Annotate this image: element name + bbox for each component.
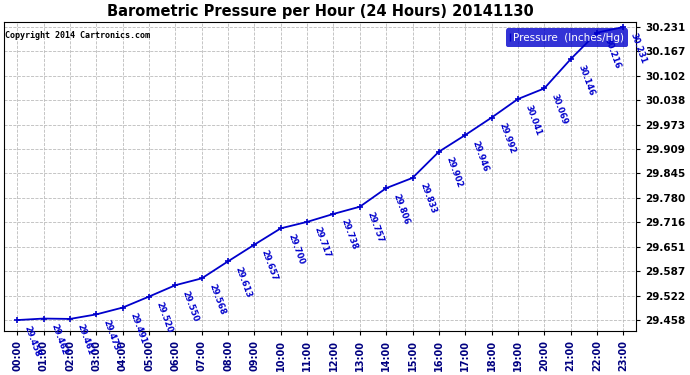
Text: Copyright 2014 Cartronics.com: Copyright 2014 Cartronics.com bbox=[6, 31, 150, 40]
Text: 29.550: 29.550 bbox=[181, 290, 201, 323]
Text: 29.902: 29.902 bbox=[444, 156, 464, 189]
Text: 29.458: 29.458 bbox=[23, 324, 42, 358]
Text: 30.216: 30.216 bbox=[602, 37, 622, 70]
Text: 29.568: 29.568 bbox=[207, 282, 227, 316]
Text: 29.738: 29.738 bbox=[339, 218, 359, 251]
Text: 29.462: 29.462 bbox=[49, 323, 69, 356]
Text: 29.806: 29.806 bbox=[392, 192, 411, 226]
Text: 29.613: 29.613 bbox=[234, 266, 253, 299]
Text: 29.473: 29.473 bbox=[102, 318, 121, 352]
Legend: Pressure  (Inches/Hg): Pressure (Inches/Hg) bbox=[506, 28, 628, 47]
Text: 29.491: 29.491 bbox=[128, 312, 148, 345]
Text: 29.520: 29.520 bbox=[155, 301, 174, 334]
Title: Barometric Pressure per Hour (24 Hours) 20141130: Barometric Pressure per Hour (24 Hours) … bbox=[107, 4, 533, 19]
Text: 30.069: 30.069 bbox=[550, 93, 569, 126]
Text: 30.146: 30.146 bbox=[576, 63, 595, 97]
Text: 29.461: 29.461 bbox=[76, 323, 95, 357]
Text: 30.231: 30.231 bbox=[629, 31, 649, 64]
Text: 29.946: 29.946 bbox=[471, 139, 491, 173]
Text: 29.833: 29.833 bbox=[418, 182, 437, 215]
Text: 29.657: 29.657 bbox=[260, 249, 279, 282]
Text: 30.041: 30.041 bbox=[524, 103, 543, 136]
Text: 29.717: 29.717 bbox=[313, 226, 332, 260]
Text: 29.757: 29.757 bbox=[366, 211, 385, 244]
Text: 29.700: 29.700 bbox=[286, 232, 306, 266]
Text: 29.992: 29.992 bbox=[497, 122, 517, 155]
